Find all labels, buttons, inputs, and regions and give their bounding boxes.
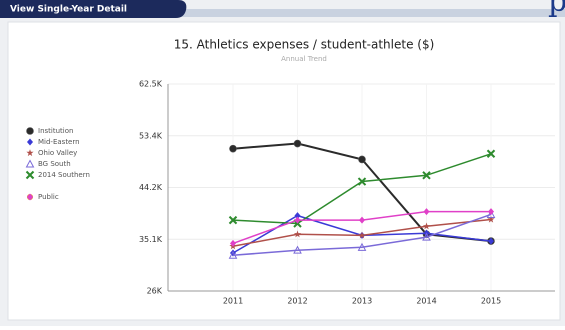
header-bar xyxy=(0,9,565,17)
marker xyxy=(358,155,366,164)
legend-label: Mid-Eastern xyxy=(38,138,80,146)
marker xyxy=(486,209,496,218)
marker xyxy=(25,159,35,168)
legend-label: BG South xyxy=(38,160,71,168)
x-tick-label: 2012 xyxy=(287,297,307,306)
marker xyxy=(230,239,236,247)
y-tick-label: 26K xyxy=(147,287,163,296)
marker xyxy=(26,127,34,135)
marker xyxy=(294,212,301,220)
y-tick-label: 35.1K xyxy=(139,235,163,244)
y-tick-label: 53.4K xyxy=(139,131,163,140)
cut-text: p xyxy=(548,0,565,19)
marker xyxy=(229,144,237,153)
marker xyxy=(422,232,431,241)
chart-subtitle: Annual Trend xyxy=(281,55,327,63)
marker xyxy=(27,138,33,146)
marker-shape xyxy=(229,144,237,153)
marker xyxy=(423,208,430,216)
marker-shape xyxy=(357,177,367,186)
marker xyxy=(293,230,302,238)
marker xyxy=(228,215,238,225)
series-line xyxy=(232,213,492,257)
marker-shape xyxy=(294,212,301,220)
marker xyxy=(358,231,366,239)
marker-shape xyxy=(294,216,301,224)
legend-label: Institution xyxy=(38,127,73,135)
marker-shape xyxy=(27,193,33,201)
marker-shape xyxy=(422,222,431,230)
marker xyxy=(27,193,33,201)
marker-shape xyxy=(486,209,496,218)
y-tick-label: 62.5K xyxy=(139,80,163,89)
x-tick-label: 2013 xyxy=(352,297,372,306)
marker-shape xyxy=(228,215,238,225)
tab-label[interactable]: View Single-Year Detail xyxy=(10,5,127,15)
marker xyxy=(486,149,496,158)
marker xyxy=(488,237,494,245)
marker-shape xyxy=(486,149,496,158)
marker-shape xyxy=(293,230,302,238)
marker-shape xyxy=(25,170,35,180)
marker xyxy=(293,245,302,254)
marker xyxy=(359,216,365,224)
marker xyxy=(487,215,495,223)
x-tick-label: 2015 xyxy=(481,297,501,306)
chart-panel xyxy=(7,21,561,321)
legend-label: 2014 Southern xyxy=(38,171,90,179)
marker-shape xyxy=(423,208,430,216)
legend-label: Ohio Valley xyxy=(38,149,77,157)
marker-shape xyxy=(487,215,495,223)
marker xyxy=(422,222,431,230)
y-tick-label: 44.2K xyxy=(139,183,163,192)
marker-shape xyxy=(293,139,302,148)
marker xyxy=(488,208,494,216)
marker-shape xyxy=(488,237,494,245)
marker-shape xyxy=(25,159,35,168)
marker-shape xyxy=(359,216,365,224)
x-tick-label: 2011 xyxy=(223,297,243,306)
tab[interactable] xyxy=(0,0,187,18)
marker xyxy=(422,171,431,180)
marker xyxy=(357,242,367,251)
marker-shape xyxy=(358,231,366,239)
marker xyxy=(26,149,34,157)
marker-shape xyxy=(422,171,431,180)
marker xyxy=(25,170,35,180)
marker-shape xyxy=(26,149,34,157)
marker-shape xyxy=(357,242,367,251)
marker-shape xyxy=(27,138,33,146)
legend-label: Public xyxy=(38,193,59,201)
marker-shape xyxy=(230,239,236,247)
x-tick-label: 2014 xyxy=(416,297,436,306)
chart-title: 15. Athletics expenses / student-athlete… xyxy=(174,38,435,52)
marker-shape xyxy=(228,250,238,259)
marker-shape xyxy=(488,208,494,216)
marker xyxy=(294,216,301,224)
marker xyxy=(293,139,302,148)
marker xyxy=(228,250,238,259)
marker-shape xyxy=(293,245,302,254)
marker xyxy=(357,177,367,186)
marker-shape xyxy=(358,155,366,164)
marker-shape xyxy=(422,232,431,241)
marker-shape xyxy=(26,127,34,135)
